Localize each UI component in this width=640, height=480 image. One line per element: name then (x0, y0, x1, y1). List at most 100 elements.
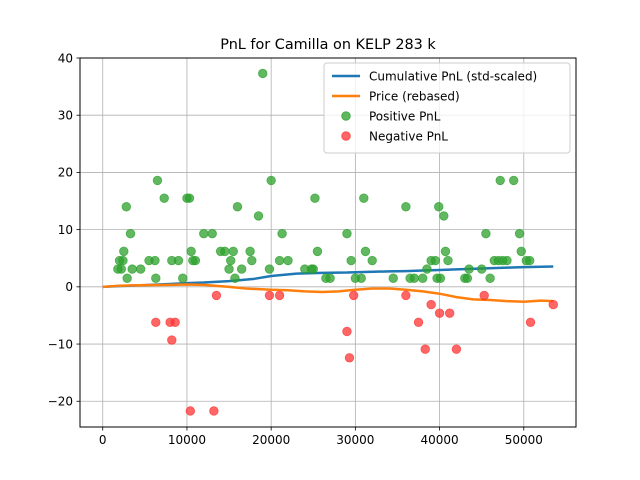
negative-pnl-point (344, 353, 355, 363)
x-tick-label: 0 (99, 433, 107, 447)
positive-pnl-point (502, 255, 512, 266)
negative-pnl-point (444, 308, 455, 318)
negative-pnl-point (342, 326, 352, 337)
y-tick-label: 30 (58, 109, 73, 123)
positive-pnl-point (135, 264, 146, 274)
legend-label-positive-pnl: Positive PnL (369, 109, 441, 123)
positive-pnl-point (152, 175, 163, 186)
positive-pnl-point (422, 264, 432, 274)
legend-swatch-negative-pnl (341, 131, 351, 141)
positive-pnl-point (232, 202, 243, 212)
negative-pnl-point (264, 290, 275, 301)
positive-pnl-point (190, 255, 201, 266)
negative-pnl-point (211, 290, 222, 301)
positive-pnl-point (236, 264, 247, 274)
y-tick-label: −20 (48, 395, 73, 409)
legend-box (323, 62, 571, 154)
negative-pnl-point (548, 299, 558, 310)
negative-pnl-point (413, 317, 424, 328)
positive-pnl-point (224, 264, 234, 274)
x-tick-label: 30000 (336, 433, 374, 447)
positive-pnl-point (481, 228, 491, 239)
positive-pnl-point (184, 193, 195, 203)
positive-pnl-point (434, 202, 444, 212)
negative-pnl-point (167, 335, 177, 345)
positive-pnl-point (266, 175, 276, 186)
y-tick-label: −10 (48, 337, 73, 351)
positive-pnl-point (430, 255, 441, 266)
legend-label-cumulative-pnl-std-scaled: Cumulative PnL (std-scaled) (369, 69, 537, 83)
positive-pnl-point (245, 246, 255, 257)
negative-pnl-point (170, 317, 180, 328)
positive-pnl-point (247, 255, 257, 266)
positive-pnl-point (508, 175, 519, 186)
positive-pnl-point (325, 273, 335, 283)
positive-pnl-point (308, 264, 318, 274)
positive-pnl-point (159, 193, 169, 203)
positive-pnl-point (121, 202, 132, 212)
positive-pnl-point (230, 273, 240, 283)
negative-pnl-point (451, 344, 462, 354)
positive-pnl-point (514, 228, 525, 239)
positive-pnl-point (226, 255, 236, 266)
positive-pnl-point (118, 255, 128, 266)
positive-pnl-point (220, 246, 230, 257)
positive-pnl-point (342, 228, 352, 239)
positive-pnl-point (524, 255, 535, 266)
positive-pnl-point (178, 273, 188, 283)
y-tick-label: 20 (58, 166, 73, 180)
y-axis-ticks: −20 −10 0 10 20 30 40 (48, 51, 80, 409)
positive-pnl-point (199, 228, 209, 239)
y-tick-label: 40 (58, 51, 73, 65)
positive-pnl-point (359, 193, 369, 203)
positive-pnl-point (186, 246, 196, 257)
positive-pnl-point (367, 255, 377, 266)
positive-pnl-point (122, 273, 132, 283)
positive-pnl-point (464, 264, 474, 274)
positive-pnl-point (495, 175, 505, 186)
positive-pnl-point (116, 264, 126, 274)
positive-pnl-point (388, 273, 398, 283)
negative-pnl-point (401, 290, 411, 301)
negative-pnl-point (434, 308, 445, 318)
positive-pnl-point (440, 246, 451, 257)
positive-pnl-point (516, 246, 526, 257)
positive-pnl-point (312, 246, 323, 257)
plot-data (102, 68, 558, 416)
positive-pnl-point (435, 273, 446, 283)
legend: Cumulative PnL (std-scaled) Price (rebase… (323, 62, 571, 154)
x-axis-ticks: 0 10000 20000 30000 40000 50000 (99, 427, 543, 447)
positive-pnl-point (283, 255, 293, 266)
x-tick-label: 10000 (168, 433, 206, 447)
positive-pnl-point (125, 228, 136, 239)
legend-label-negative-pnl: Negative PnL (369, 129, 448, 143)
negative-pnl-point (185, 406, 196, 416)
positive-pnl-point (462, 273, 473, 283)
negative-pnl-point (209, 406, 219, 416)
y-tick-label: 0 (65, 280, 73, 294)
x-tick-label: 40000 (420, 433, 458, 447)
positive-pnl-point (409, 273, 420, 283)
price-rebased-line (102, 283, 554, 303)
legend-swatch-positive-pnl (341, 111, 351, 121)
positive-pnl-point (485, 273, 495, 283)
positive-pnl-point (418, 273, 428, 283)
positive-pnl-point (277, 228, 287, 239)
positive-pnl-point (360, 246, 371, 257)
positive-pnl-point (264, 264, 275, 274)
negative-pnl-point (525, 317, 536, 328)
positive-pnl-point (258, 68, 268, 79)
positive-pnl-point (443, 255, 453, 266)
negative-pnl-point (348, 290, 359, 301)
positive-pnl-point (476, 264, 487, 274)
x-tick-label: 20000 (252, 433, 290, 447)
positive-pnl-point (310, 193, 320, 203)
negative-pnl-point (274, 290, 285, 301)
positive-pnl-point (150, 255, 160, 266)
positive-pnl-point (173, 255, 184, 266)
positive-pnl-point (151, 273, 161, 283)
positive-pnl-point (253, 211, 264, 221)
negative-pnl-point (426, 299, 436, 310)
positive-pnl-point (127, 264, 137, 274)
